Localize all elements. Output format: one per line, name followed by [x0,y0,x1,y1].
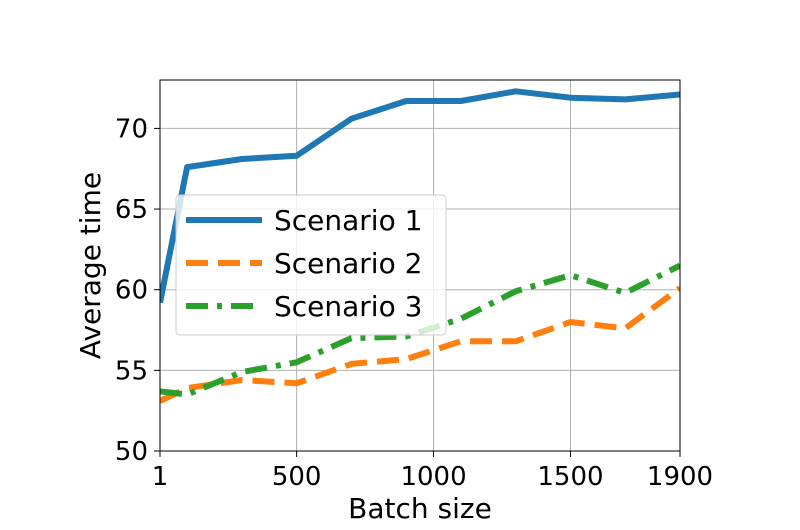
y-tick-label: 70 [115,114,148,144]
x-axis-ticks: 1 500 1000 1500 1900 [152,451,713,492]
y-axis-label: Average time [74,172,107,359]
legend: Scenario 1 Scenario 2 Scenario 3 [175,194,447,336]
y-tick-label: 55 [115,356,148,386]
series-line-1 [160,88,680,304]
x-tick-label: 1500 [537,462,603,492]
legend-label-1: Scenario 1 [274,204,422,237]
x-tick-label: 1000 [400,462,466,492]
plot-frame [159,79,681,452]
x-axis-label: Batch size [348,492,492,525]
y-tick-label: 65 [115,195,148,225]
y-tick-label: 50 [115,437,148,467]
legend-label-3: Scenario 3 [274,290,422,323]
legend-label-2: Scenario 2 [274,247,422,280]
x-tick-label: 500 [272,462,322,492]
series-line-3 [160,262,680,398]
x-tick-label: 1900 [647,462,713,492]
y-axis-ticks: 50 55 60 65 70 [115,114,160,467]
legend-box [175,194,447,336]
x-tick-label: 1 [152,462,169,492]
series-lines [160,88,680,404]
y-tick-label: 60 [115,276,148,306]
